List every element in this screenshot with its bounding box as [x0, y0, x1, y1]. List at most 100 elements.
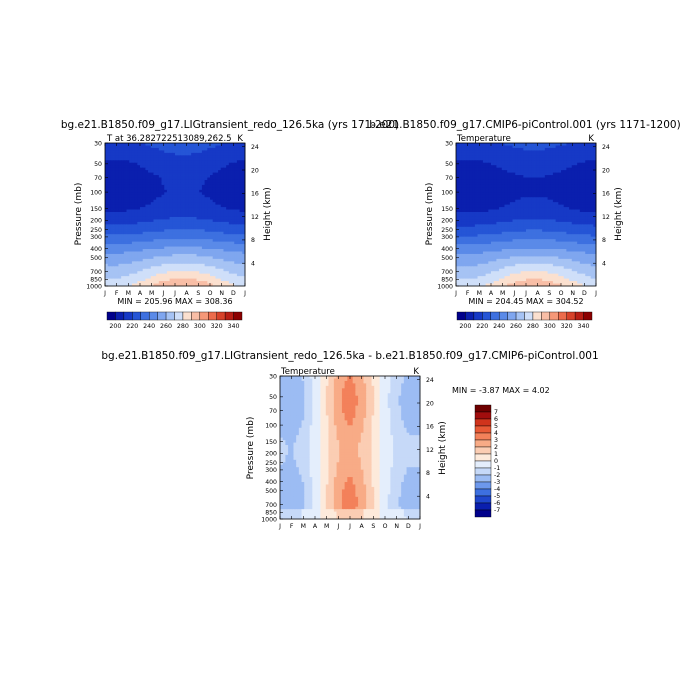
contour-cell	[199, 246, 203, 250]
contour-cell	[113, 226, 117, 230]
contour-cell	[175, 249, 179, 252]
contour-cell	[177, 244, 181, 247]
contour-cell	[134, 261, 138, 265]
contour-cell	[193, 179, 197, 183]
contour-cell	[223, 192, 227, 196]
contour-cell	[220, 209, 224, 213]
contour-cell	[512, 221, 516, 225]
contour-cell	[118, 167, 122, 171]
contour-cell	[131, 199, 136, 203]
contour-cell	[129, 239, 133, 243]
contour-cell	[166, 165, 171, 169]
contour-cell	[107, 167, 111, 171]
contour-cell	[105, 179, 109, 183]
contour-cell	[485, 143, 489, 146]
contour-cell	[201, 224, 206, 228]
contour-cell	[239, 162, 243, 166]
contour-cell	[177, 152, 181, 156]
contour-cell	[131, 251, 136, 255]
contour-cell	[587, 147, 592, 151]
contour-cell	[488, 226, 492, 230]
contour-cell	[493, 155, 497, 159]
contour-cell	[212, 266, 216, 270]
contour-cell	[175, 155, 179, 159]
contour-cell	[517, 152, 522, 156]
contour-cell	[137, 157, 141, 161]
contour-cell	[129, 184, 133, 188]
contour-cell	[493, 162, 497, 166]
contour-cell	[469, 229, 473, 233]
contour-cell	[579, 165, 583, 169]
contour-cell	[531, 197, 535, 201]
contour-cell	[228, 224, 232, 228]
contour-cell	[517, 226, 522, 230]
contour-cell	[234, 229, 238, 233]
contour-cell	[512, 167, 516, 171]
contour-cell	[456, 194, 460, 198]
contour-cell	[226, 160, 230, 164]
contour-cell	[542, 145, 546, 149]
contour-cell	[150, 202, 154, 206]
contour-cell	[488, 202, 492, 206]
contour-cell	[539, 184, 543, 188]
contour-cell	[105, 214, 109, 218]
contour-cell	[199, 266, 203, 270]
contour-cell	[539, 207, 543, 210]
contour-cell	[199, 167, 203, 171]
contour-cell	[105, 258, 109, 262]
contour-cell	[110, 263, 114, 267]
contour-cell	[493, 157, 497, 161]
contour-cell	[185, 224, 189, 228]
contour-cell	[469, 202, 473, 206]
contour-cell	[156, 182, 160, 186]
contour-cell	[218, 162, 222, 166]
contour-cell	[218, 244, 222, 247]
contour-cell	[196, 216, 200, 220]
contour-cell	[461, 165, 465, 169]
contour-cell	[142, 194, 146, 198]
contour-cell	[499, 160, 503, 164]
contour-cell	[204, 221, 208, 225]
contour-cell	[215, 192, 219, 196]
contour-cell	[504, 165, 508, 169]
contour-cell	[587, 187, 592, 191]
contour-cell	[140, 271, 144, 275]
contour-cell	[231, 160, 235, 164]
contour-cell	[210, 273, 214, 277]
contour-cell	[488, 167, 492, 171]
contour-cell	[234, 207, 238, 210]
contour-cell	[212, 155, 216, 159]
contour-cell	[558, 194, 562, 198]
contour-cell	[166, 212, 171, 215]
contour-cell	[542, 165, 546, 169]
contour-cell	[582, 226, 586, 230]
contour-cell	[472, 224, 476, 228]
contour-cell	[134, 236, 138, 240]
contour-cell	[477, 189, 481, 193]
contour-cell	[218, 268, 222, 272]
contour-cell	[123, 192, 127, 196]
contour-cell	[218, 251, 222, 255]
contour-cell	[193, 155, 197, 159]
contour-cell	[499, 152, 503, 156]
contour-cell	[156, 239, 160, 243]
contour-cell	[183, 278, 187, 282]
contour-cell	[582, 172, 586, 176]
y-tick-label: 400	[90, 246, 102, 253]
contour-cell	[590, 157, 594, 161]
contour-cell	[212, 165, 216, 169]
contour-cell	[207, 204, 211, 208]
contour-cell	[239, 214, 243, 218]
contour-cell	[220, 221, 224, 225]
contour-cell	[550, 194, 554, 198]
contour-cell	[488, 184, 492, 188]
contour-cell	[493, 199, 497, 203]
contour-cell	[228, 278, 232, 282]
contour-cell	[150, 147, 154, 151]
contour-cell	[126, 177, 130, 181]
contour-cell	[566, 167, 570, 171]
contour-cell	[148, 219, 152, 223]
contour-cell	[547, 226, 551, 230]
contour-cell	[199, 229, 203, 233]
contour-cell	[164, 197, 168, 201]
